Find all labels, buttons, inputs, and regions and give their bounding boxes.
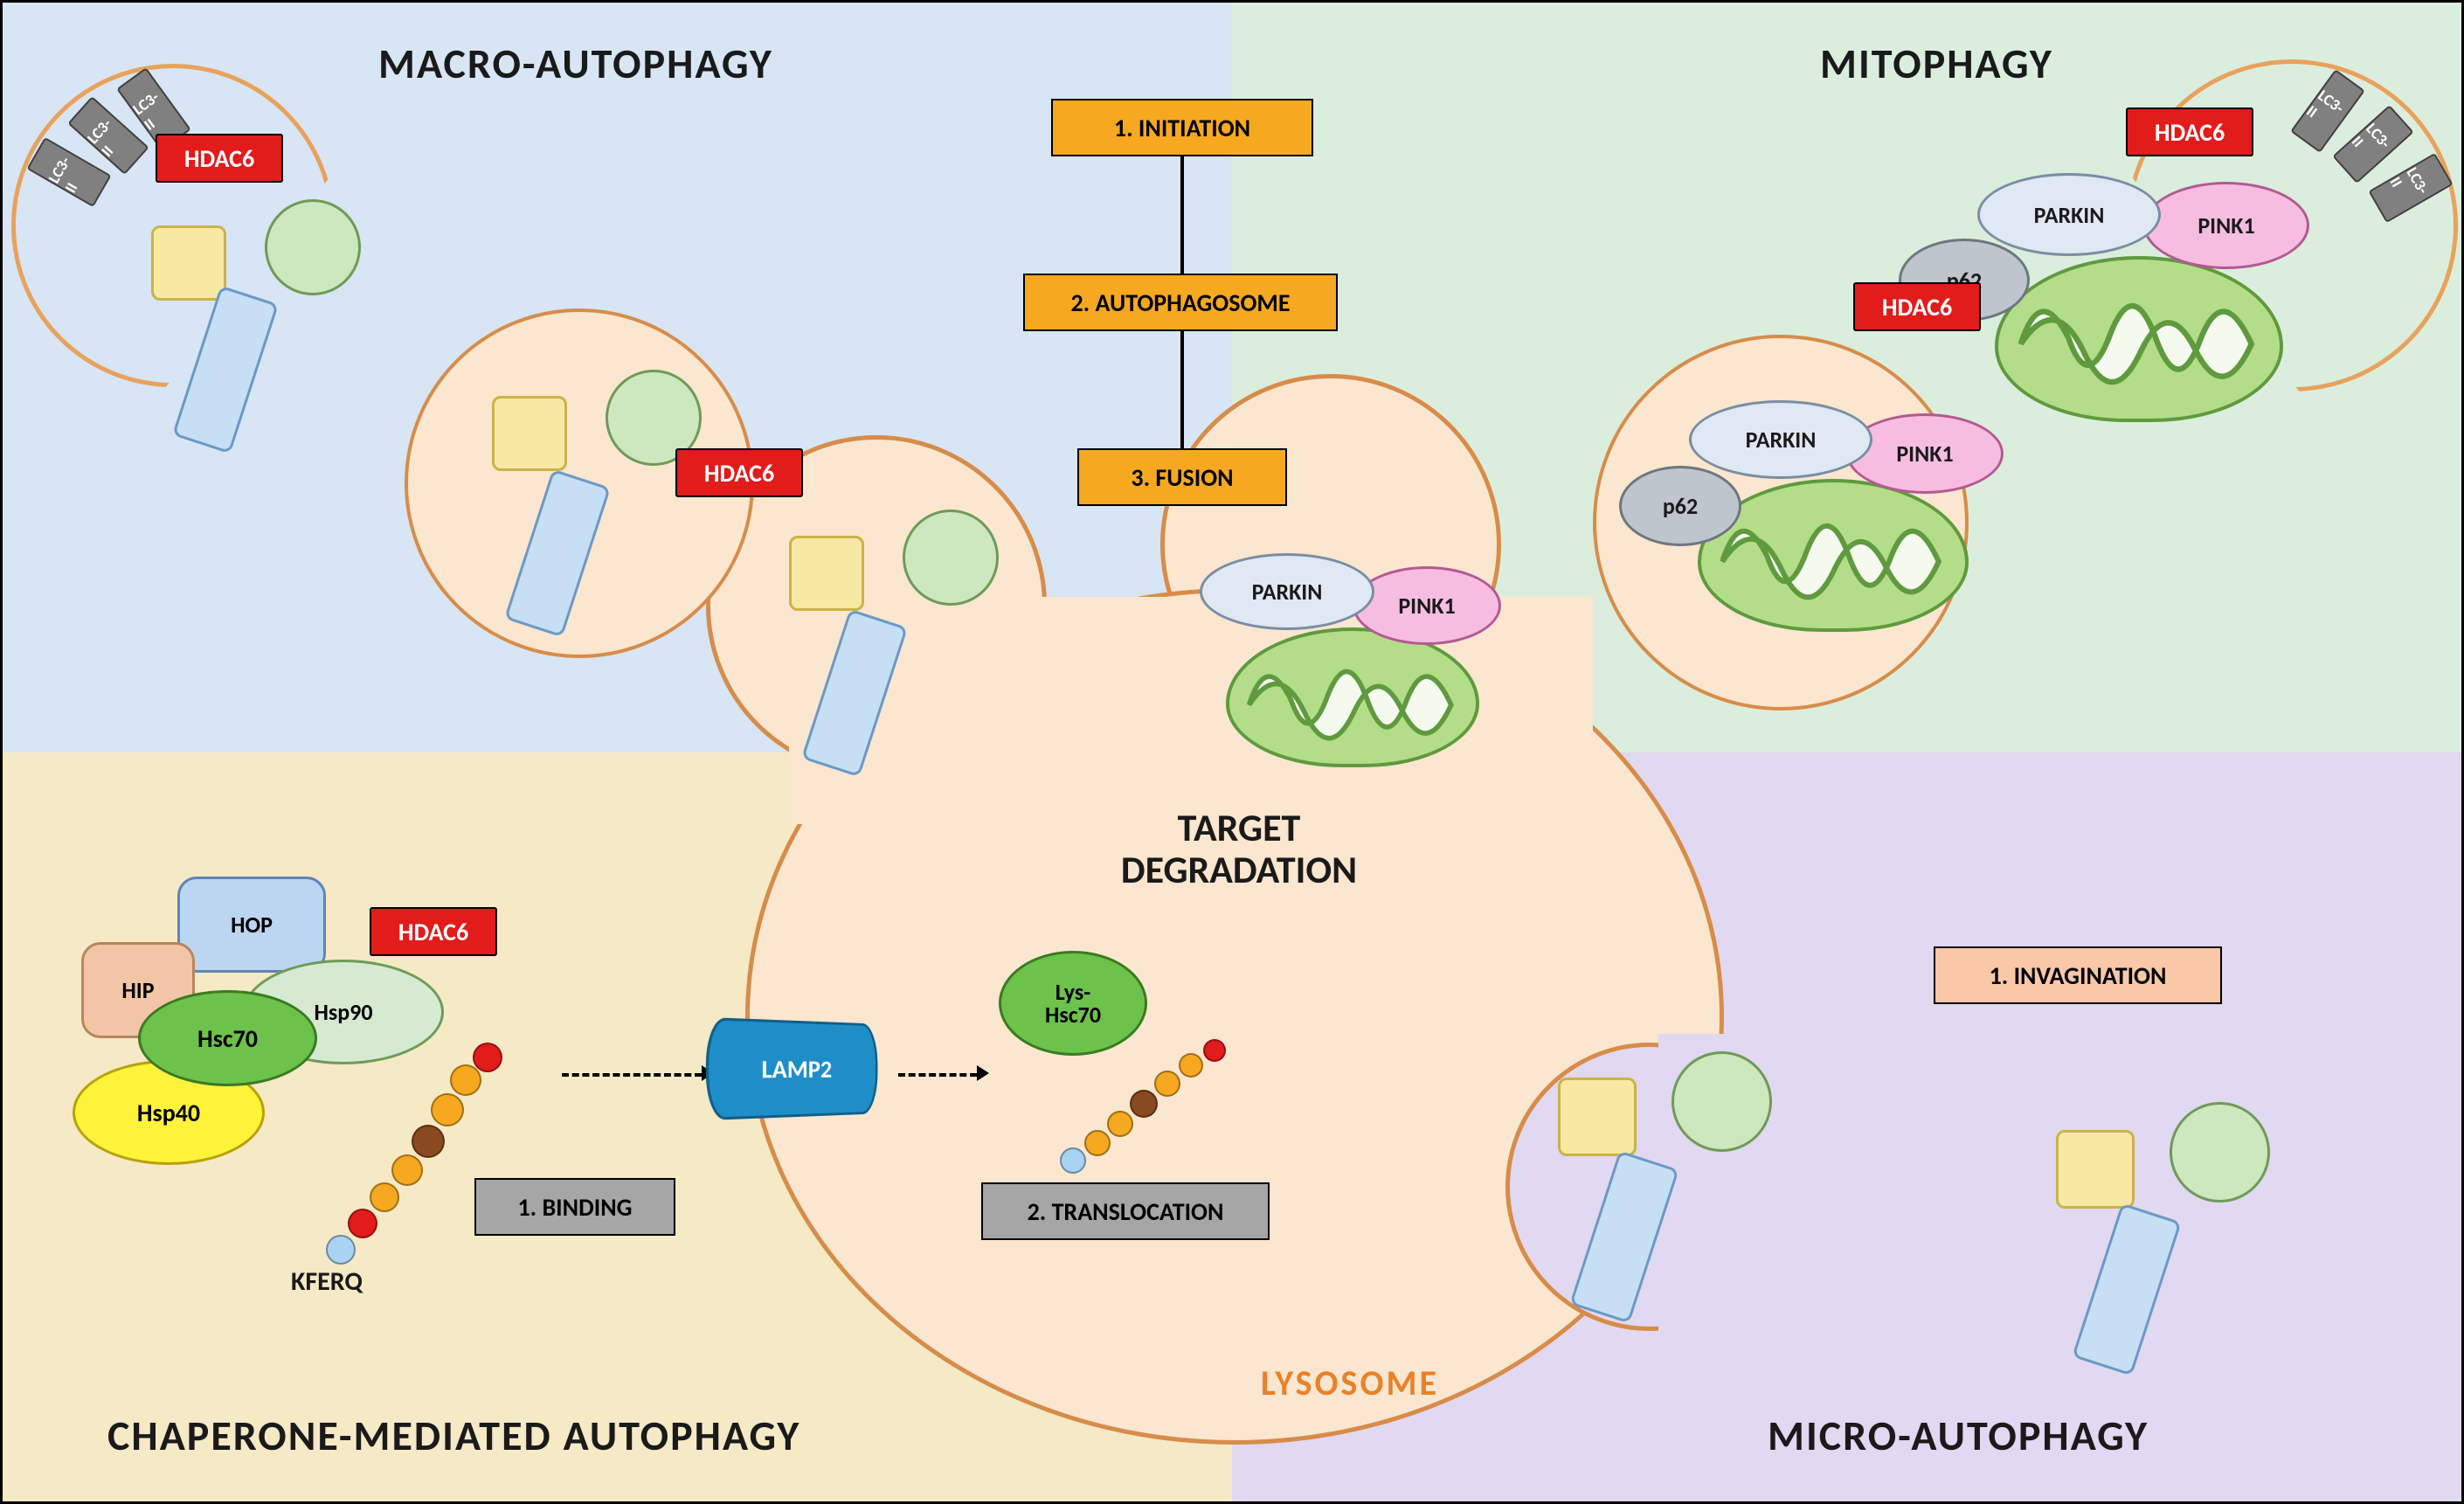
mito-hdac6-top: HDAC6 bbox=[2126, 107, 2253, 156]
title-macro: MACRO-AUTOPHAGY bbox=[378, 38, 773, 89]
macro-hdac6-2: HDAC6 bbox=[675, 448, 803, 497]
title-mitophagy: MITOPHAGY bbox=[1820, 38, 2053, 89]
peptide-bead bbox=[391, 1154, 423, 1186]
pink1-label: PINK1 bbox=[1353, 566, 1501, 645]
step-fusion: 3. FUSION bbox=[1077, 448, 1287, 506]
cargo-circle bbox=[1672, 1051, 1772, 1152]
peptide-bead bbox=[412, 1125, 445, 1158]
mitochondrion bbox=[1995, 256, 2283, 422]
kferq-label: KFERQ bbox=[291, 1265, 363, 1298]
step-autophagosome: 2. AUTOPHAGOSOME bbox=[1023, 274, 1338, 331]
cargo-circle bbox=[903, 509, 999, 606]
peptide-bead bbox=[450, 1064, 481, 1096]
pink1-label: PINK1 bbox=[1846, 413, 2004, 494]
cma-hdac6: HDAC6 bbox=[370, 907, 497, 956]
hop-label: HOP bbox=[177, 877, 326, 973]
p62-label: p62 bbox=[1619, 466, 1741, 546]
mito-hdac6-mid: HDAC6 bbox=[1853, 282, 1981, 331]
step-binding: 1. BINDING bbox=[474, 1178, 675, 1236]
step-invagination: 1. INVAGINATION bbox=[1934, 946, 2222, 1004]
title-cma: CHAPERONE-MEDIATED AUTOPHAGY bbox=[107, 1410, 800, 1461]
title-micro: MICRO-AUTOPHAGY bbox=[1768, 1410, 2149, 1461]
step-translocation: 2. TRANSLOCATION bbox=[981, 1182, 1270, 1240]
pink1-label: PINK1 bbox=[2143, 182, 2309, 269]
arrowhead-icon bbox=[977, 1065, 989, 1081]
cma-arrow-2 bbox=[898, 1073, 977, 1077]
peptide-bead bbox=[1203, 1039, 1226, 1062]
cargo-circle bbox=[265, 199, 361, 295]
lys-hsc70: Lys-Hsc70 bbox=[999, 951, 1147, 1056]
cargo-square bbox=[492, 396, 567, 471]
macro-hdac6-1: HDAC6 bbox=[156, 134, 283, 183]
peptide-bead bbox=[1154, 1071, 1180, 1097]
peptide-bead bbox=[1179, 1053, 1203, 1078]
parkin-label: PARKIN bbox=[1689, 400, 1872, 479]
peptide-bead bbox=[473, 1043, 502, 1072]
peptide-bead bbox=[1084, 1130, 1111, 1156]
peptide-bead bbox=[1107, 1111, 1133, 1137]
peptide-bead bbox=[326, 1235, 356, 1265]
cma-arrow-1 bbox=[562, 1073, 702, 1077]
step-initiation: 1. INITIATION bbox=[1051, 99, 1313, 156]
peptide-bead bbox=[1060, 1147, 1086, 1174]
hsc70-label: Hsc70 bbox=[138, 990, 317, 1086]
mitochondrion bbox=[1226, 627, 1479, 767]
diagram-frame: MACRO-AUTOPHAGY MITOPHAGY CHAPERONE-MEDI… bbox=[0, 0, 2464, 1504]
peptide-bead bbox=[370, 1182, 399, 1212]
cargo-square bbox=[2056, 1130, 2135, 1209]
cargo-square bbox=[1558, 1078, 1637, 1156]
target-degradation-label: TARGETDEGRADATION bbox=[1073, 807, 1405, 891]
lamp2-channel: LAMP2 bbox=[706, 1017, 878, 1120]
cargo-square bbox=[151, 225, 226, 301]
lysosome-label: LYSOSOME bbox=[1261, 1362, 1439, 1404]
peptide-bead bbox=[1130, 1090, 1158, 1118]
parkin-label: PARKIN bbox=[1977, 173, 2161, 256]
cargo-square bbox=[789, 536, 864, 611]
parkin-label: PARKIN bbox=[1200, 553, 1374, 630]
cargo-circle bbox=[2170, 1102, 2270, 1203]
peptide-bead bbox=[431, 1093, 464, 1126]
peptide-bead bbox=[348, 1209, 377, 1238]
